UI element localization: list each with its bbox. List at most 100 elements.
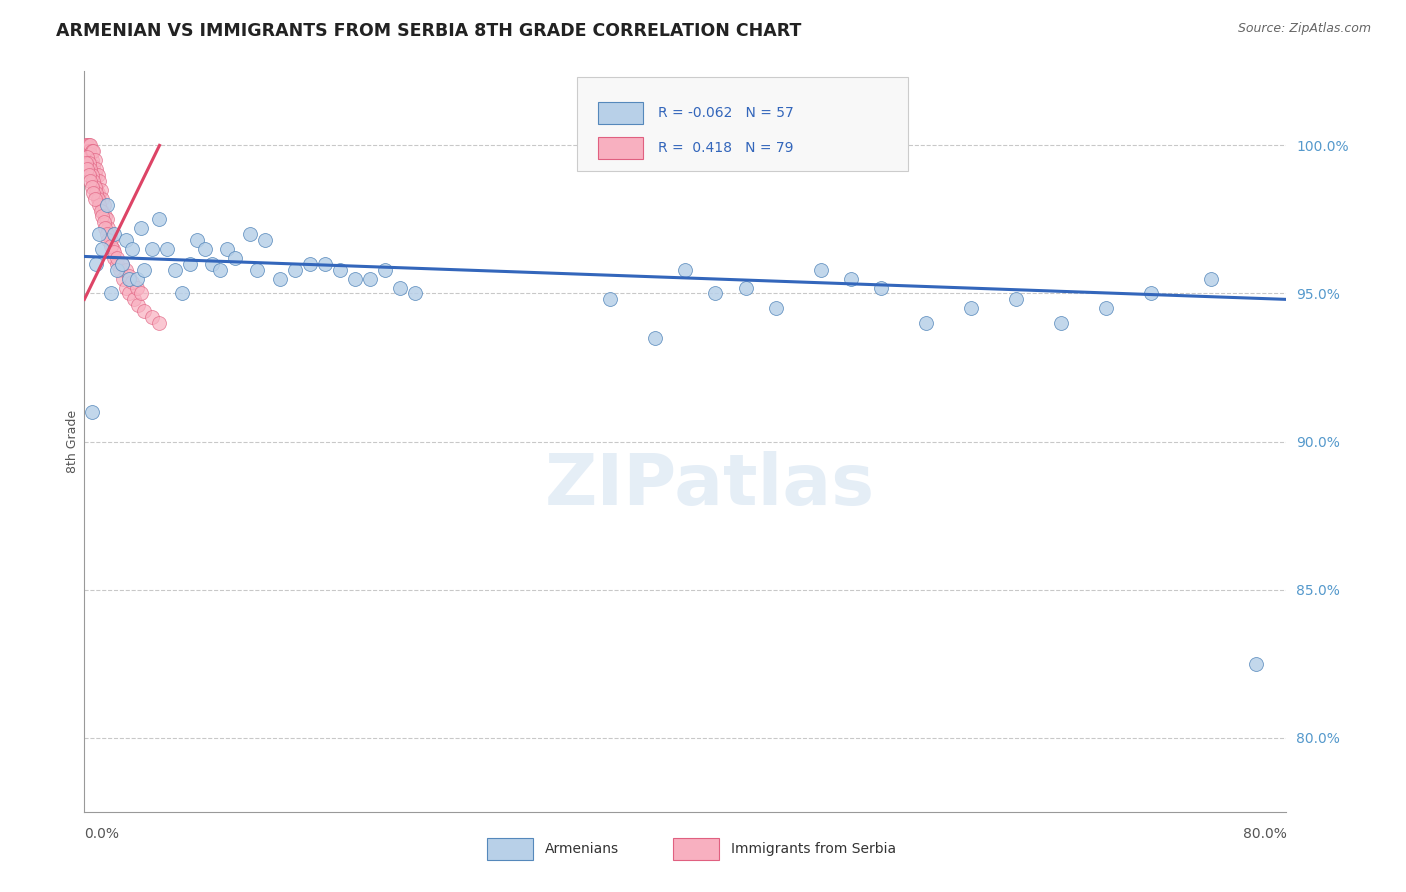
Point: [156, 242, 179, 256]
Point: [97, 233, 120, 247]
Text: ZIPatlas: ZIPatlas: [544, 451, 875, 520]
Point: [284, 262, 307, 277]
Point: [86, 257, 108, 271]
Point: [79, 147, 101, 161]
Point: [131, 286, 153, 301]
Point: [94, 210, 117, 224]
Point: [1246, 657, 1268, 671]
Point: [239, 227, 262, 242]
Point: [98, 227, 121, 242]
Point: [704, 286, 727, 301]
Point: [112, 271, 135, 285]
Point: [80, 153, 103, 168]
Point: [80, 168, 103, 182]
Point: [329, 262, 352, 277]
Point: [1095, 301, 1118, 316]
Point: [79, 174, 101, 188]
Point: [839, 271, 862, 285]
Text: Armenians: Armenians: [544, 842, 619, 855]
Point: [125, 271, 148, 285]
Point: [89, 197, 111, 211]
FancyBboxPatch shape: [578, 77, 908, 171]
Point: [194, 242, 217, 256]
Point: [87, 186, 110, 200]
Point: [103, 227, 125, 242]
Point: [79, 138, 101, 153]
Point: [121, 242, 143, 256]
Point: [599, 293, 621, 307]
Point: [298, 257, 321, 271]
Point: [810, 262, 832, 277]
Point: [82, 145, 104, 159]
Point: [80, 405, 103, 419]
Point: [734, 280, 756, 294]
Point: [75, 153, 97, 168]
Point: [148, 316, 170, 330]
Point: [75, 138, 97, 153]
Point: [915, 316, 938, 330]
Point: [131, 221, 153, 235]
Point: [93, 197, 115, 211]
Point: [76, 138, 98, 153]
Point: [141, 310, 163, 325]
Point: [118, 286, 141, 301]
Point: [208, 262, 231, 277]
Point: [125, 280, 148, 294]
Point: [89, 227, 111, 242]
Point: [82, 174, 104, 188]
Point: [107, 251, 129, 265]
Point: [359, 271, 381, 285]
Point: [90, 183, 112, 197]
Point: [134, 304, 156, 318]
Point: [82, 159, 104, 173]
Point: [83, 168, 105, 182]
Point: [77, 156, 100, 170]
Point: [91, 242, 114, 256]
Point: [134, 262, 156, 277]
Point: [1201, 271, 1223, 285]
Point: [93, 215, 115, 229]
Point: [111, 257, 134, 271]
Point: [1050, 316, 1073, 330]
Point: [75, 156, 97, 170]
Point: [103, 251, 125, 265]
Point: [77, 145, 100, 159]
Point: [91, 210, 114, 224]
Point: [127, 298, 149, 312]
Point: [86, 186, 108, 200]
Point: [118, 271, 141, 285]
FancyBboxPatch shape: [598, 102, 644, 124]
Point: [80, 179, 103, 194]
Point: [765, 301, 787, 316]
Point: [103, 245, 125, 260]
Point: [82, 186, 104, 200]
Text: Immigrants from Serbia: Immigrants from Serbia: [731, 842, 896, 855]
Text: 80.0%: 80.0%: [1243, 827, 1286, 840]
Point: [246, 262, 269, 277]
Point: [374, 262, 396, 277]
Point: [201, 257, 224, 271]
Point: [76, 162, 98, 177]
Text: Source: ZipAtlas.com: Source: ZipAtlas.com: [1237, 22, 1371, 36]
Text: R = -0.062   N = 57: R = -0.062 N = 57: [658, 106, 793, 120]
FancyBboxPatch shape: [598, 136, 644, 159]
Point: [87, 168, 110, 182]
Point: [96, 227, 118, 242]
Point: [91, 203, 114, 218]
Point: [89, 192, 111, 206]
Text: R =  0.418   N = 79: R = 0.418 N = 79: [658, 141, 793, 155]
Point: [179, 257, 201, 271]
Point: [96, 197, 118, 211]
Point: [110, 262, 132, 277]
Point: [343, 271, 366, 285]
Point: [314, 257, 336, 271]
Point: [1005, 293, 1028, 307]
Point: [76, 150, 98, 164]
Point: [90, 203, 112, 218]
Point: [96, 212, 118, 227]
Point: [115, 233, 138, 247]
Point: [269, 271, 291, 285]
Point: [101, 242, 124, 256]
Point: [224, 251, 246, 265]
Point: [141, 242, 163, 256]
